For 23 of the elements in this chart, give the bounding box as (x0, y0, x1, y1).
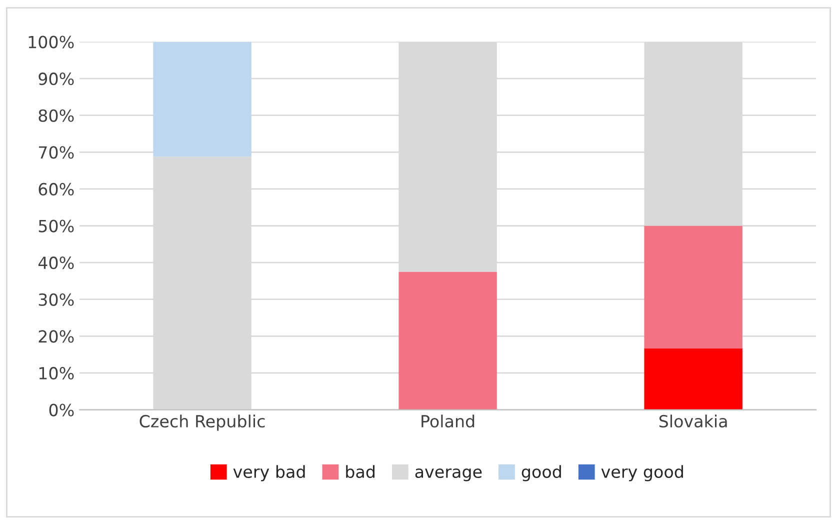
x-tick-label: Poland (422, 414, 474, 428)
legend-label: good (522, 465, 561, 482)
y-tick-label: 100% (28, 36, 74, 48)
bar (644, 348, 742, 410)
y-tick-label: 0% (49, 404, 74, 416)
x-tick-label: Czech Republic (140, 414, 265, 431)
bar (153, 42, 252, 157)
bar (398, 272, 497, 410)
y-tick-label: 50% (38, 220, 74, 232)
legend-label: bad (346, 465, 374, 478)
legend-label: very good (601, 465, 683, 482)
y-tick-label: 70% (38, 146, 74, 159)
y-tick-label: 30% (38, 293, 74, 306)
legend-label: very bad (233, 465, 305, 482)
y-tick-label: 90% (38, 72, 74, 86)
y-tick-label: 20% (38, 330, 74, 343)
bar (644, 226, 742, 348)
y-tick-label: 10% (39, 366, 74, 380)
legend-label: average (415, 468, 482, 482)
y-tick-label: 60% (38, 182, 74, 196)
x-tick-label: Slovakia (659, 414, 727, 428)
y-tick-label: 80% (38, 109, 74, 122)
y-tick-label: 40% (38, 256, 74, 270)
